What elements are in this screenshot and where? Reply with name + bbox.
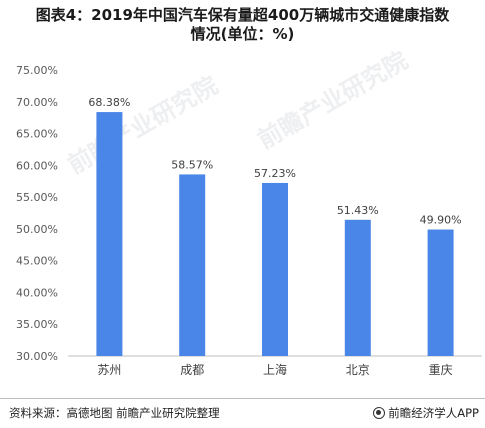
brand: 前瞻经济学人APP	[373, 405, 479, 421]
y-tick-label: 75.00%	[16, 64, 58, 77]
chart-title-line-1: 图表4：2019年中国汽车保有量超400万辆城市交通健康指数	[35, 6, 450, 24]
x-tick-label: 成都	[180, 363, 204, 377]
brand-text: 前瞻经济学人APP	[388, 406, 479, 420]
data-label: 58.57%	[171, 158, 213, 171]
bar-chart: 30.00% 35.00% 40.00% 45.00% 50.00% 55.00% 60.0…	[16, 64, 482, 377]
bar	[179, 174, 206, 356]
bar	[427, 229, 454, 356]
x-tick-label: 北京	[346, 363, 370, 377]
bar	[344, 219, 371, 356]
y-tick-label: 65.00%	[16, 128, 58, 141]
y-tick-label: 50.00%	[16, 223, 58, 236]
qianzhan-logo-icon	[373, 407, 386, 419]
data-label: 57.23%	[254, 167, 296, 180]
source-note: 资料来源：高德地图 前瞻产业研究院整理	[9, 406, 220, 420]
y-tick-label: 70.00%	[16, 96, 58, 109]
x-tick-label: 苏州	[97, 363, 121, 377]
data-label: 49.90%	[420, 214, 462, 227]
x-tick-label: 上海	[263, 362, 287, 377]
bar	[96, 112, 123, 356]
y-tick-label: 30.00%	[16, 350, 58, 363]
chart-title-line-2: 情况(单位：%)	[190, 25, 295, 43]
data-label: 51.43%	[337, 204, 379, 217]
y-tick-label: 45.00%	[16, 255, 58, 268]
bar	[262, 182, 288, 356]
data-label: 68.38%	[88, 96, 130, 109]
y-tick-label: 55.00%	[16, 191, 58, 204]
x-tick-label: 重庆	[429, 363, 453, 377]
footer: 资料来源：高德地图 前瞻产业研究院整理 前瞻经济学人APP	[0, 398, 485, 428]
y-tick-label: 60.00%	[16, 159, 58, 172]
y-tick-label: 40.00%	[16, 286, 58, 299]
y-tick-label: 35.00%	[16, 318, 58, 331]
chart-title: 图表4：2019年中国汽车保有量超400万辆城市交通健康指数 情况(单位：%)	[0, 6, 485, 44]
